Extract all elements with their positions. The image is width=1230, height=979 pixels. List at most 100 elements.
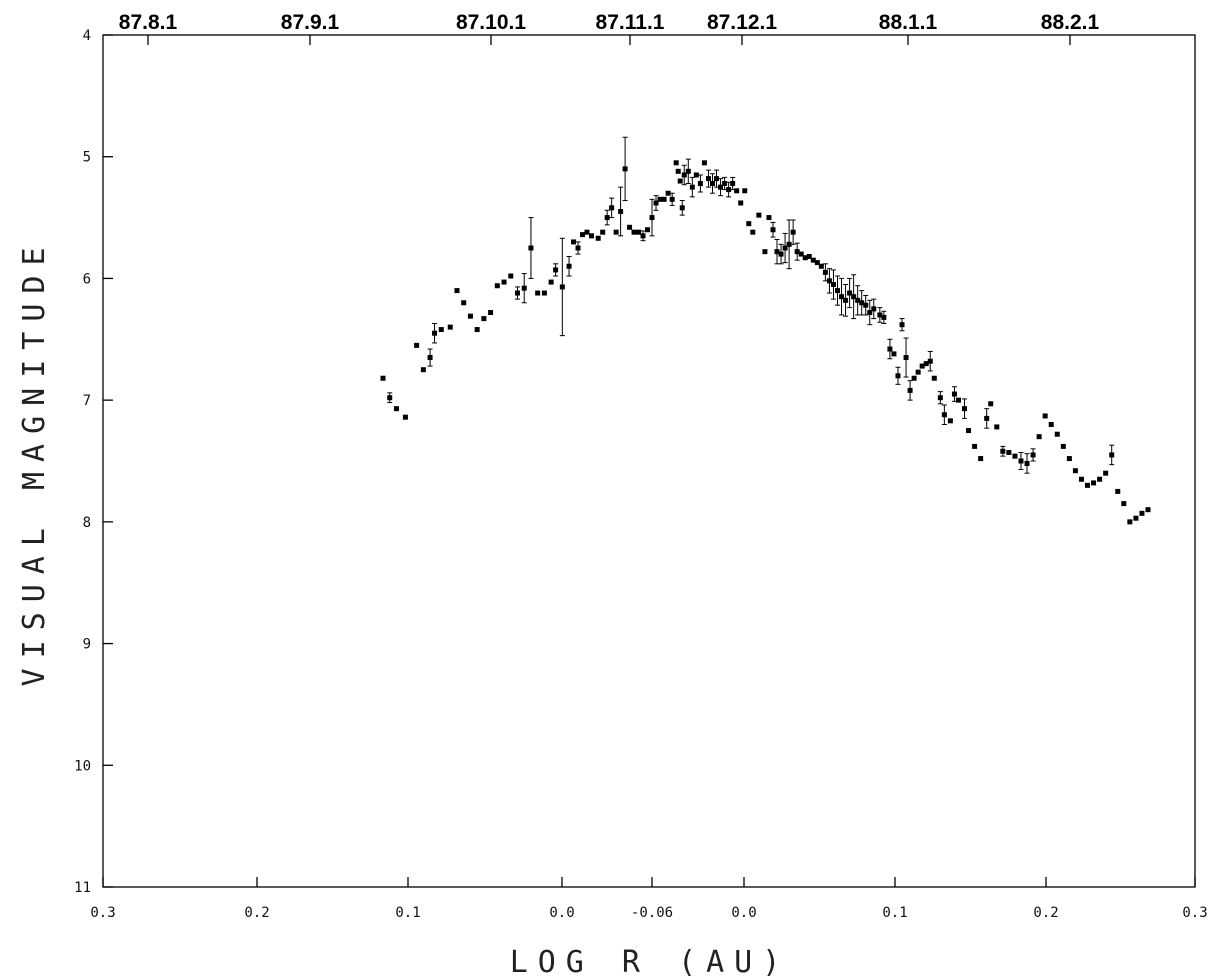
data-point (1121, 501, 1127, 507)
date-label: 88.2.1 (1041, 11, 1100, 34)
data-point (851, 294, 857, 300)
data-point (1109, 452, 1115, 458)
data-point (903, 355, 909, 361)
data-point (877, 312, 883, 318)
data-point (665, 190, 671, 196)
data-point (899, 322, 905, 328)
data-point (794, 249, 800, 255)
data-point (488, 310, 494, 316)
data-point (951, 391, 957, 397)
data-point (814, 260, 820, 266)
data-point (528, 245, 534, 251)
data-point (474, 327, 480, 333)
data-point (778, 251, 784, 257)
data-point (859, 300, 865, 306)
data-point (1030, 452, 1036, 458)
data-point (881, 314, 887, 320)
x-tick-label: 0.2 (1033, 905, 1058, 921)
date-label: 87.11.1 (596, 11, 665, 34)
data-point (414, 342, 420, 348)
data-point (645, 227, 651, 233)
y-tick-labels: 4 5 6 7 8 9 10 11 (74, 28, 91, 896)
data-point (714, 176, 720, 182)
data-point (988, 401, 994, 407)
date-label: 87.8.1 (119, 11, 178, 34)
data-point (1115, 488, 1121, 494)
data-point (438, 327, 444, 333)
data-point (1133, 515, 1139, 521)
data-point (931, 375, 937, 381)
data-point (1097, 476, 1103, 482)
date-label: 87.12.1 (707, 11, 777, 34)
x-tick-labels: 0.3 0.2 0.1 0.0 -0.06 0.0 0.1 0.2 0.3 (90, 905, 1207, 921)
data-point (515, 290, 520, 296)
data-point (387, 395, 393, 401)
data-point (818, 263, 824, 269)
data-point (843, 297, 849, 303)
y-tick-label: 5 (83, 150, 91, 166)
data-point (588, 233, 594, 239)
data-point (622, 166, 628, 172)
data-point (839, 294, 845, 300)
data-point (701, 160, 707, 166)
data-point (535, 290, 541, 296)
data-point (1103, 470, 1109, 476)
data-point (746, 221, 752, 227)
data-point (677, 178, 683, 184)
data-point (521, 285, 527, 291)
data-point (941, 412, 947, 418)
data-point (782, 245, 788, 251)
data-point (962, 406, 968, 412)
data-point (541, 290, 547, 296)
data-point (1006, 449, 1012, 455)
data-point (1024, 460, 1030, 466)
data-point (887, 346, 893, 352)
date-label: 88.1.1 (879, 11, 938, 34)
x-tick-label: 0.1 (395, 905, 420, 921)
data-point (640, 233, 646, 239)
data-point (609, 205, 615, 211)
data-point (786, 241, 792, 247)
data-point (697, 180, 703, 186)
data-point (705, 176, 711, 182)
data-point (730, 180, 736, 186)
data-point (770, 227, 776, 233)
data-point (631, 229, 637, 235)
data-point (822, 269, 828, 275)
data-point (571, 239, 577, 245)
y-tick-label: 11 (74, 880, 91, 896)
data-point (1042, 413, 1048, 419)
data-point (661, 196, 667, 202)
data-point (1145, 507, 1151, 513)
data-point (447, 324, 453, 330)
data-point (657, 196, 663, 202)
data-point (481, 316, 487, 322)
data-point (1091, 480, 1097, 486)
data-point (553, 267, 559, 273)
data-point (966, 428, 972, 434)
data-point (750, 229, 756, 235)
data-point (722, 180, 728, 186)
data-point (427, 355, 433, 361)
data-point (548, 279, 554, 285)
x-axis-title: LOG R (AU) (510, 945, 791, 979)
data-point (1000, 448, 1006, 454)
data-point (855, 297, 861, 303)
data-point (972, 443, 978, 449)
data-point (604, 215, 610, 221)
data-point (891, 351, 897, 357)
y-tick-label: 9 (83, 637, 91, 653)
data-point (420, 367, 426, 373)
data-point (806, 254, 812, 260)
axis-ticks (102, 34, 1196, 888)
data-point (1139, 510, 1145, 516)
data-point (467, 313, 473, 319)
data-point (393, 406, 399, 412)
data-point (927, 358, 933, 364)
data-point (693, 172, 699, 178)
x-tick-label: 0.0 (549, 905, 574, 921)
data-point (508, 273, 514, 279)
data-point (689, 184, 695, 190)
data-point (1060, 443, 1066, 449)
data-point (734, 188, 740, 194)
